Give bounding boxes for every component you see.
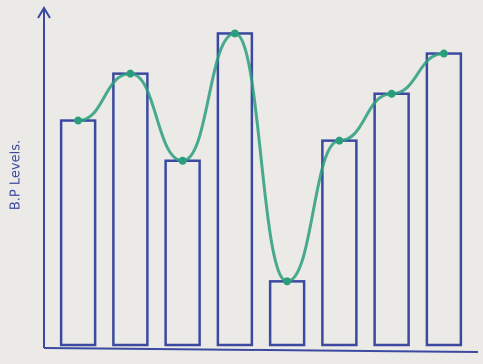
line-point: [335, 136, 344, 145]
trend-line: [77, 31, 445, 283]
line-point: [178, 156, 187, 165]
line-point: [126, 69, 135, 78]
line-point: [230, 29, 239, 38]
line-point: [387, 89, 396, 98]
y-axis-arrow: [37, 6, 51, 19]
line-point: [439, 49, 448, 58]
x-axis: [43, 347, 479, 353]
line-point: [283, 277, 292, 286]
line-point: [74, 116, 83, 125]
y-axis-label: B.P Levels.: [9, 140, 24, 210]
